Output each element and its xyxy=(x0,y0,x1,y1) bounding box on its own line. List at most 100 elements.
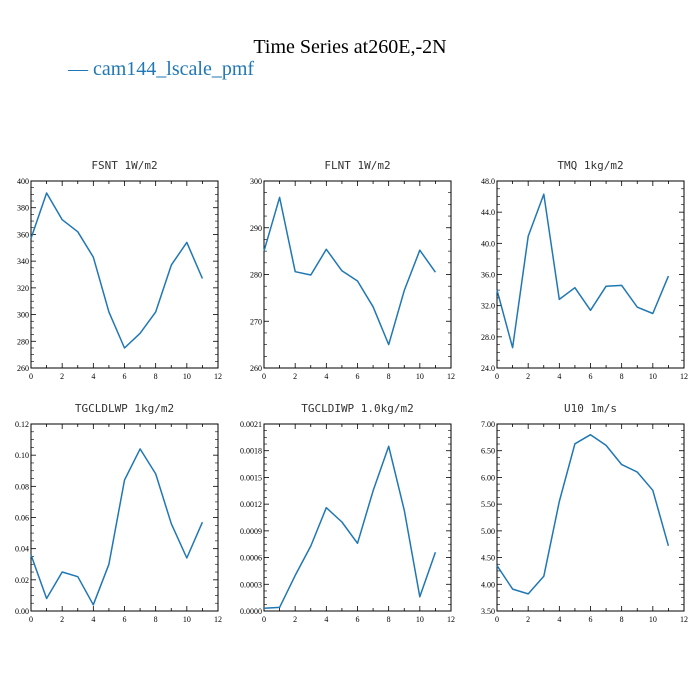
series-line xyxy=(263,196,437,346)
x-tick-label: 4 xyxy=(557,615,561,624)
plot-frame xyxy=(30,180,219,369)
y-tick-label: 24.0 xyxy=(481,364,495,373)
y-tick-label: 4.50 xyxy=(481,554,495,563)
x-tick-label: 10 xyxy=(416,372,424,381)
x-tick-label: 2 xyxy=(526,615,530,624)
x-tick-label: 10 xyxy=(183,615,191,624)
x-tick-label: 8 xyxy=(387,372,391,381)
x-tick-label: 10 xyxy=(649,372,657,381)
y-tick-label: 5.00 xyxy=(481,527,495,536)
x-tick-label: 4 xyxy=(91,372,95,381)
x-tick-label: 12 xyxy=(214,372,222,381)
y-tick-label: 40.0 xyxy=(481,239,495,248)
x-tick-label: 10 xyxy=(649,615,657,624)
x-tick-label: 4 xyxy=(324,615,328,624)
chart-panel-6: U10 1m/s 0 2 4 6 8 10 12 3.50 4.00 4.50 5.00 5.50 6.0… xyxy=(481,402,688,624)
y-tick-label: 360 xyxy=(17,230,29,239)
y-tick-label: 44.0 xyxy=(481,208,495,217)
y-tick-label: 5.50 xyxy=(481,500,495,509)
y-tick-label: 0.0006 xyxy=(240,554,262,563)
y-tick-label: 0.0009 xyxy=(240,527,262,536)
series-line xyxy=(30,448,204,606)
series-line xyxy=(263,445,437,610)
y-tick-label: 0.0003 xyxy=(240,580,262,589)
y-tick-label: 4.00 xyxy=(481,580,495,589)
x-tick-label: 6 xyxy=(123,372,127,381)
panel-title: U10 1m/s xyxy=(564,402,617,415)
x-tick-label: 12 xyxy=(447,372,455,381)
y-tick-label: 320 xyxy=(17,284,29,293)
page-title: Time Series at260E,-2N xyxy=(253,36,447,58)
x-tick-label: 10 xyxy=(416,615,424,624)
x-tick-label: 8 xyxy=(154,615,158,624)
y-tick-label: 36.0 xyxy=(481,271,495,280)
y-tick-label: 0.0012 xyxy=(240,500,262,509)
y-tick-label: 0.12 xyxy=(15,420,29,429)
x-tick-label: 0 xyxy=(262,372,266,381)
y-tick-label: 0.0000 xyxy=(240,607,262,616)
panel-title: TMQ 1kg/m2 xyxy=(557,159,623,172)
x-tick-label: 6 xyxy=(123,615,127,624)
x-tick-label: 0 xyxy=(495,615,499,624)
x-tick-label: 2 xyxy=(293,372,297,381)
plot-frame xyxy=(30,423,219,612)
x-tick-label: 4 xyxy=(91,615,95,624)
plot-frame xyxy=(496,423,685,612)
y-tick-label: 400 xyxy=(17,177,29,186)
x-tick-label: 4 xyxy=(557,372,561,381)
x-tick-label: 8 xyxy=(620,372,624,381)
y-tick-label: 260 xyxy=(250,364,262,373)
series-line xyxy=(30,192,204,349)
x-tick-label: 12 xyxy=(680,615,688,624)
y-tick-label: 0.00 xyxy=(15,607,29,616)
x-tick-label: 0 xyxy=(262,615,266,624)
y-tick-label: 6.50 xyxy=(481,447,495,456)
panel-title: FLNT 1W/m2 xyxy=(324,159,390,172)
y-tick-label: 260 xyxy=(17,364,29,373)
y-tick-label: 0.02 xyxy=(15,576,29,585)
y-tick-label: 300 xyxy=(17,311,29,320)
x-tick-label: 6 xyxy=(356,372,360,381)
chart-panel-4: TGCLDLWP 1kg/m2 0 2 4 6 8 10 12 0.00 0.02 0.04 0.06… xyxy=(15,402,222,624)
chart-panel-1: FSNT 1W/m2 0 2 4 6 8 10 12 260 280 300 320 340 360 380… xyxy=(17,159,222,381)
x-tick-label: 0 xyxy=(495,372,499,381)
y-tick-label: 0.10 xyxy=(15,451,29,460)
y-tick-label: 280 xyxy=(17,337,29,346)
x-tick-label: 12 xyxy=(214,615,222,624)
y-tick-label: 0.0018 xyxy=(240,447,262,456)
y-tick-label: 0.04 xyxy=(15,545,29,554)
plot-frame xyxy=(496,180,685,369)
y-tick-label: 0.06 xyxy=(15,514,29,523)
y-tick-label: 340 xyxy=(17,257,29,266)
x-tick-label: 2 xyxy=(526,372,530,381)
y-tick-label: 0.08 xyxy=(15,482,29,491)
y-tick-label: 48.0 xyxy=(481,177,495,186)
x-tick-label: 6 xyxy=(589,372,593,381)
x-tick-label: 2 xyxy=(60,372,64,381)
y-tick-label: 28.0 xyxy=(481,333,495,342)
series-line xyxy=(496,433,670,595)
chart-panel-5: TGCLDIWP 1.0kg/m2 0 2 4 6 8 10 12 0.0000 0.0003 0.… xyxy=(240,402,455,624)
y-tick-label: 290 xyxy=(250,224,262,233)
y-tick-label: 32.0 xyxy=(481,302,495,311)
legend-entry: — cam144_lscale_pmf xyxy=(68,58,255,80)
panel-title: TGCLDLWP 1kg/m2 xyxy=(75,402,174,415)
y-tick-label: 280 xyxy=(250,271,262,280)
y-tick-label: 300 xyxy=(250,177,262,186)
x-tick-label: 10 xyxy=(183,372,191,381)
x-tick-label: 4 xyxy=(324,372,328,381)
x-tick-label: 0 xyxy=(29,615,33,624)
chart-panel-3: TMQ 1kg/m2 0 2 4 6 8 10 12 24.0 28.0 32.0 36.0 40.0 4… xyxy=(481,159,688,381)
y-tick-label: 380 xyxy=(17,204,29,213)
y-tick-label: 270 xyxy=(250,317,262,326)
x-tick-label: 12 xyxy=(680,372,688,381)
y-tick-label: 6.00 xyxy=(481,473,495,482)
x-tick-label: 8 xyxy=(620,615,624,624)
series-line xyxy=(496,193,670,349)
x-tick-label: 8 xyxy=(387,615,391,624)
x-tick-label: 12 xyxy=(447,615,455,624)
panel-title: FSNT 1W/m2 xyxy=(91,159,157,172)
y-tick-label: 0.0015 xyxy=(240,473,262,482)
x-tick-label: 6 xyxy=(589,615,593,624)
